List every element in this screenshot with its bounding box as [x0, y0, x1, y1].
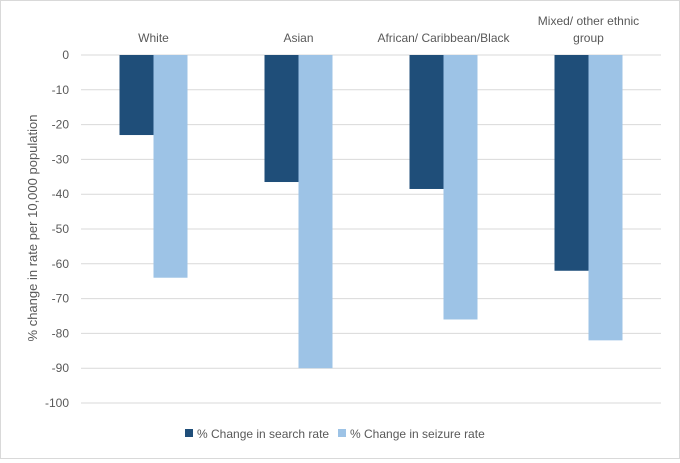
y-tick-label: -30 — [52, 152, 70, 166]
legend: % Change in search rate % Change in seizu… — [185, 427, 485, 441]
y-tick-label: -40 — [52, 187, 70, 201]
bar — [409, 55, 444, 189]
category-label: group — [573, 31, 604, 45]
y-tick-label: -100 — [45, 396, 69, 410]
category-label: Asian — [283, 31, 313, 45]
y-tick-label: 0 — [62, 48, 69, 62]
y-axis-label: % change in rate per 10,000 population — [25, 115, 40, 342]
category-labels: White Asian African/ Caribbean/Black Mixed/… — [138, 14, 639, 45]
bar — [588, 55, 623, 341]
y-axis-ticks: 0 -10 -20 -30 -40 -50 -60 -70 -80 -90 -100 — [45, 48, 69, 410]
category-label: Mixed/ other ethnic — [538, 14, 639, 28]
legend-swatch — [185, 429, 193, 437]
legend-label: % Change in search rate — [197, 427, 329, 441]
bar — [298, 55, 333, 369]
y-tick-label: -70 — [52, 292, 70, 306]
bars — [119, 55, 623, 369]
y-tick-label: -90 — [52, 361, 70, 375]
bar — [119, 55, 154, 136]
bar — [443, 55, 478, 320]
y-tick-label: -60 — [52, 257, 70, 271]
y-tick-label: -80 — [52, 326, 70, 340]
category-label: African/ Caribbean/Black — [377, 31, 510, 45]
bar — [554, 55, 589, 271]
y-tick-label: -50 — [52, 222, 70, 236]
y-tick-label: -20 — [52, 118, 70, 132]
bar — [153, 55, 188, 278]
category-label: White — [138, 31, 169, 45]
y-tick-label: -10 — [52, 83, 70, 97]
legend-swatch — [338, 429, 346, 437]
legend-label: % Change in seizure rate — [350, 427, 485, 441]
bar — [264, 55, 299, 183]
